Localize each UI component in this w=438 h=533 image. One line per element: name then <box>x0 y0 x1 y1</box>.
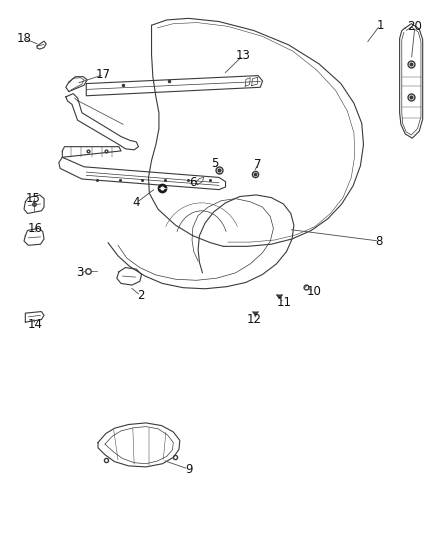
Text: 9: 9 <box>185 463 192 475</box>
Text: 13: 13 <box>236 49 251 62</box>
Text: 12: 12 <box>246 313 261 326</box>
Text: 4: 4 <box>133 196 140 209</box>
Text: 3: 3 <box>76 266 83 279</box>
Text: 18: 18 <box>17 32 32 45</box>
Text: 15: 15 <box>25 192 40 205</box>
Text: 17: 17 <box>96 68 111 81</box>
Text: 11: 11 <box>277 296 292 309</box>
Text: 8: 8 <box>375 235 383 247</box>
Text: 5: 5 <box>211 157 218 169</box>
Text: 10: 10 <box>307 286 321 298</box>
Text: 6: 6 <box>189 176 197 189</box>
Text: 20: 20 <box>407 20 422 34</box>
Text: 7: 7 <box>254 158 262 171</box>
Text: 14: 14 <box>28 318 43 332</box>
Text: 2: 2 <box>137 289 145 302</box>
Text: 16: 16 <box>28 222 43 235</box>
Text: 1: 1 <box>376 19 384 32</box>
